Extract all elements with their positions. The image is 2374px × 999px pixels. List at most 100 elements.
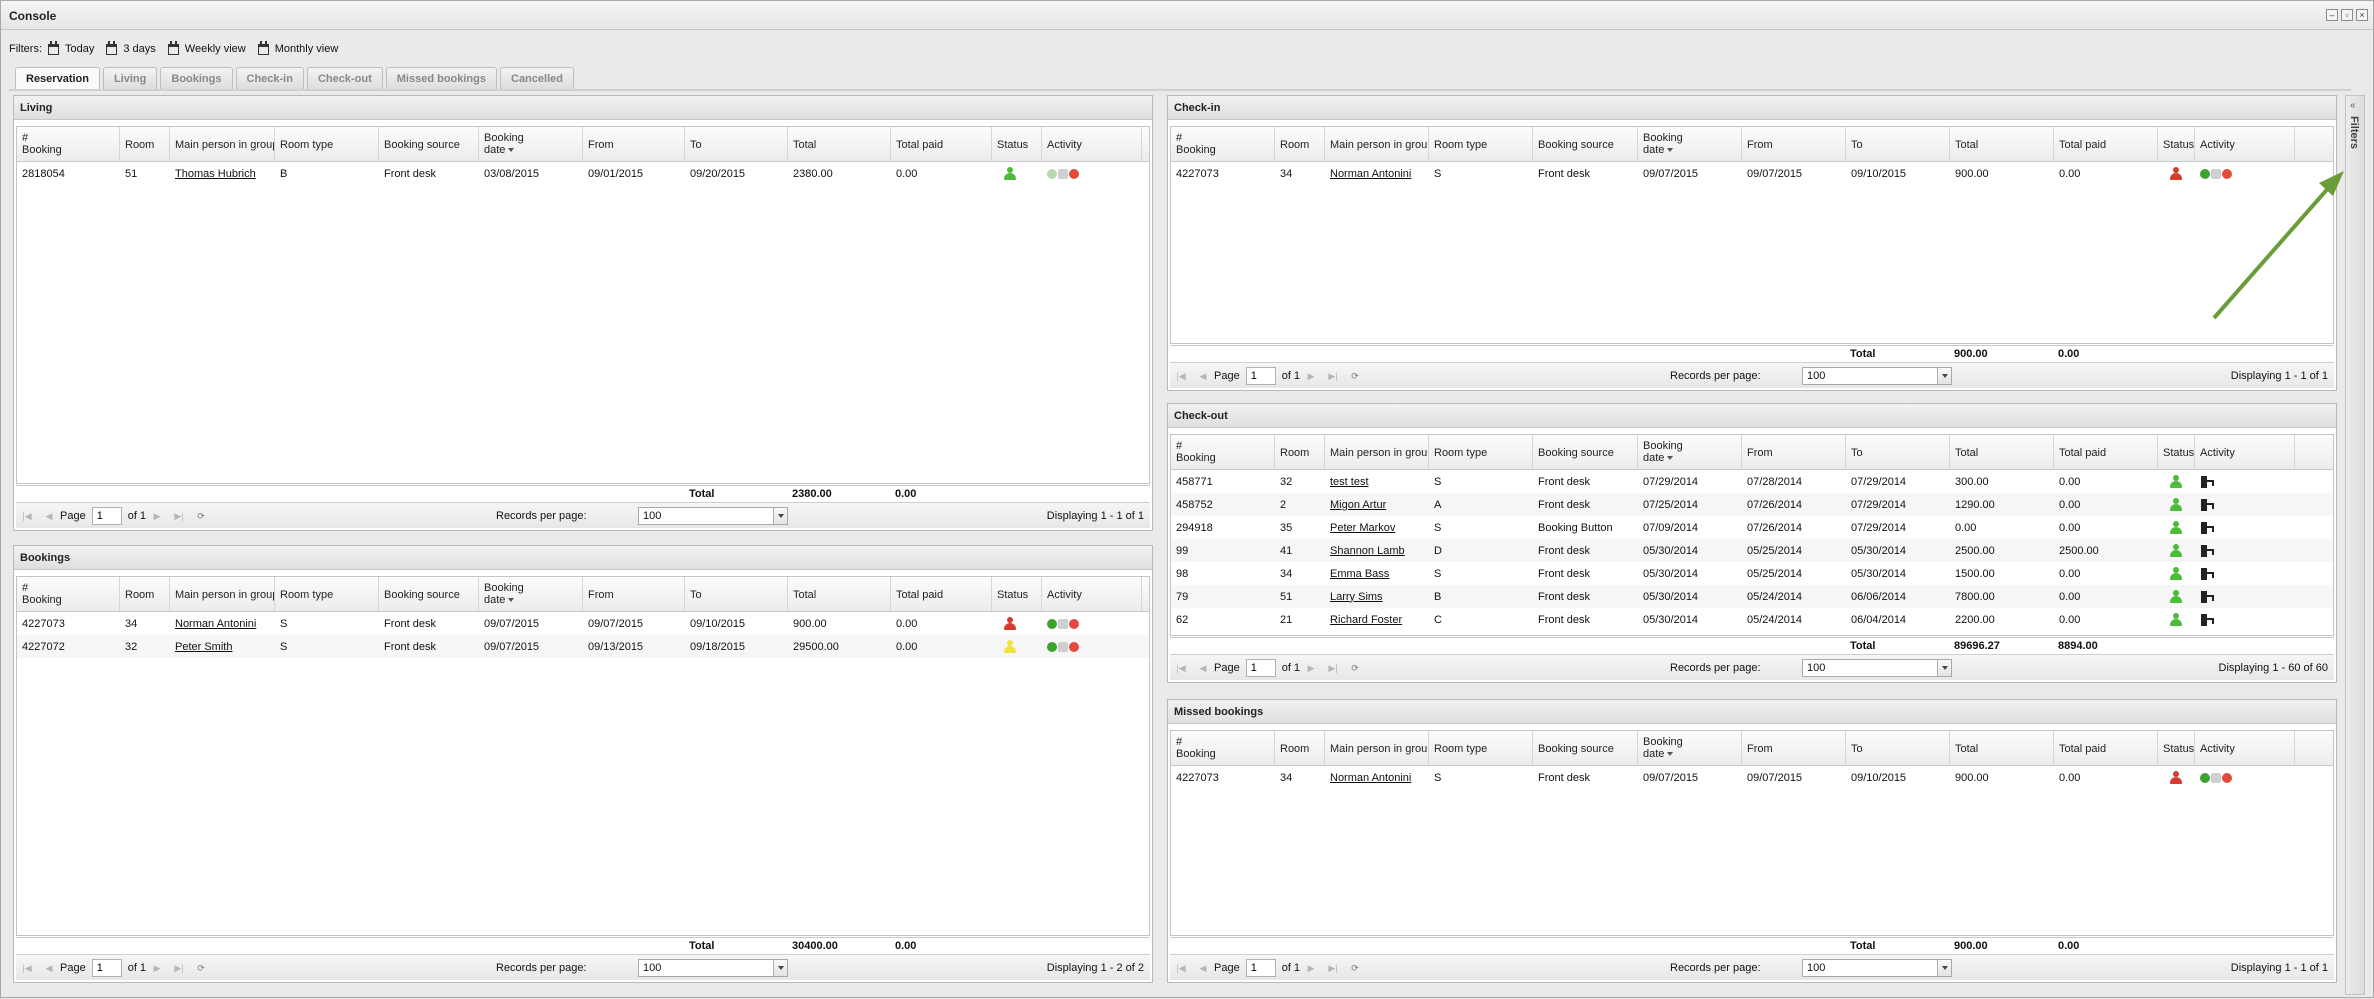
last-page-icon[interactable]: ▶|: [1328, 370, 1338, 381]
next-page-icon[interactable]: ▶: [1307, 962, 1315, 973]
last-page-icon[interactable]: ▶|: [174, 962, 184, 973]
column-header-activity[interactable]: Activity: [2195, 435, 2295, 469]
document-icon[interactable]: [2211, 168, 2221, 179]
column-header-paid[interactable]: Total paid: [891, 577, 992, 611]
column-header-activity[interactable]: Activity: [1042, 577, 1142, 611]
chevron-down-icon[interactable]: [1937, 659, 1951, 676]
column-header-room[interactable]: Room: [1275, 435, 1325, 469]
column-header-activity[interactable]: Activity: [2195, 127, 2295, 161]
prev-page-icon[interactable]: ◀: [45, 510, 53, 521]
check-out-door-icon[interactable]: [2200, 613, 2214, 626]
first-page-icon[interactable]: |◀: [22, 510, 32, 521]
last-page-icon[interactable]: ▶|: [1328, 662, 1338, 673]
column-header-total[interactable]: Total: [1950, 731, 2054, 765]
prev-page-icon[interactable]: ◀: [1199, 662, 1207, 673]
column-header-from[interactable]: From: [583, 127, 685, 161]
guest-link[interactable]: Peter Markov: [1330, 521, 1396, 534]
column-header-type[interactable]: Room type: [275, 127, 379, 161]
column-header-to[interactable]: To: [1846, 731, 1950, 765]
tab-check-out[interactable]: Check-out: [306, 67, 383, 89]
column-header-source[interactable]: Booking source: [1533, 435, 1638, 469]
tab-reservation[interactable]: Reservation: [15, 67, 100, 89]
table-row[interactable]: 4227072 32 Peter Smith S Front desk 09/07/201…: [17, 635, 1149, 658]
column-header-person[interactable]: Main person in group: [1325, 731, 1429, 765]
column-header-source[interactable]: Booking source: [1533, 731, 1638, 765]
confirm-icon[interactable]: [1047, 168, 1057, 179]
filter-3-days[interactable]: 3 days: [106, 40, 156, 55]
column-header-bdate[interactable]: Booking date: [1638, 435, 1742, 469]
column-header-bdate[interactable]: Booking date: [479, 127, 583, 161]
column-header-to[interactable]: To: [685, 577, 788, 611]
collapse-icon[interactable]: «: [2350, 100, 2356, 111]
last-page-icon[interactable]: ▶|: [174, 510, 184, 521]
table-row[interactable]: 458752 2 Migon Artur A Front desk 07/25/2014 0…: [1171, 493, 2333, 516]
column-header-room[interactable]: Room: [1275, 731, 1325, 765]
column-header-status[interactable]: Status: [2158, 127, 2195, 161]
records-per-page-select[interactable]: 100: [1802, 658, 1952, 677]
chevron-down-icon[interactable]: [1937, 959, 1951, 976]
tab-cancelled[interactable]: Cancelled: [500, 67, 574, 89]
records-per-page-select[interactable]: 100: [1802, 958, 1952, 977]
restore-icon[interactable]: ▫: [2341, 9, 2353, 21]
column-header-room[interactable]: Room: [120, 577, 170, 611]
table-row[interactable]: 294918 35 Peter Markov S Booking Button 07/09…: [1171, 516, 2333, 539]
guest-link[interactable]: Norman Antonini: [175, 617, 257, 630]
check-out-door-icon[interactable]: [2200, 567, 2214, 580]
tab-living[interactable]: Living: [102, 67, 158, 89]
column-header-from[interactable]: From: [1742, 127, 1846, 161]
column-header-bdate[interactable]: Booking date: [1638, 127, 1742, 161]
close-icon[interactable]: ×: [2356, 9, 2368, 21]
column-header-type[interactable]: Room type: [1429, 127, 1533, 161]
column-header-total[interactable]: Total: [1950, 127, 2054, 161]
table-row[interactable]: 62 21 Richard Foster C Front desk 05/30/2014 0…: [1171, 608, 2333, 631]
check-out-door-icon[interactable]: [2200, 590, 2214, 603]
column-header-booking[interactable]: # Booking: [1171, 731, 1275, 765]
next-page-icon[interactable]: ▶: [153, 510, 161, 521]
confirm-icon[interactable]: [2200, 168, 2210, 179]
column-header-from[interactable]: From: [583, 577, 685, 611]
cancel-icon[interactable]: [2222, 772, 2232, 783]
table-row[interactable]: 4227073 34 Norman Antonini S Front desk 09/07…: [1171, 766, 2333, 789]
guest-link[interactable]: Richard Foster: [1330, 613, 1403, 626]
records-per-page-select[interactable]: 100: [638, 958, 788, 977]
column-header-status[interactable]: Status: [2158, 435, 2195, 469]
column-header-booking[interactable]: # Booking: [17, 577, 120, 611]
chevron-down-icon[interactable]: [1937, 367, 1951, 384]
filter-weekly-view[interactable]: Weekly view: [167, 40, 246, 55]
page-input[interactable]: [1245, 658, 1276, 677]
last-page-icon[interactable]: ▶|: [1328, 962, 1338, 973]
chevron-down-icon[interactable]: [773, 959, 787, 976]
column-header-paid[interactable]: Total paid: [2054, 127, 2158, 161]
refresh-icon[interactable]: ⟳: [1351, 662, 1359, 673]
guest-link[interactable]: Larry Sims: [1330, 590, 1383, 603]
first-page-icon[interactable]: |◀: [1176, 962, 1186, 973]
check-out-door-icon[interactable]: [2200, 544, 2214, 557]
tab-bookings[interactable]: Bookings: [160, 67, 233, 89]
first-page-icon[interactable]: |◀: [22, 962, 32, 973]
table-row[interactable]: 98 34 Emma Bass S Front desk 05/30/2014 05/25/…: [1171, 562, 2333, 585]
column-header-to[interactable]: To: [1846, 127, 1950, 161]
column-header-type[interactable]: Room type: [1429, 435, 1533, 469]
column-header-status[interactable]: Status: [992, 577, 1042, 611]
page-input[interactable]: [1245, 366, 1276, 385]
column-header-total[interactable]: Total: [1950, 435, 2054, 469]
column-header-bdate[interactable]: Booking date: [1638, 731, 1742, 765]
tab-missed-bookings[interactable]: Missed bookings: [385, 67, 497, 89]
table-row[interactable]: 4227073 34 Norman Antonini S Front desk 09/07…: [17, 612, 1149, 635]
column-header-paid[interactable]: Total paid: [2054, 435, 2158, 469]
cancel-icon[interactable]: [1069, 168, 1079, 179]
column-header-paid[interactable]: Total paid: [891, 127, 992, 161]
column-header-total[interactable]: Total: [788, 577, 891, 611]
column-header-status[interactable]: Status: [992, 127, 1042, 161]
prev-page-icon[interactable]: ◀: [1199, 962, 1207, 973]
table-row[interactable]: 99 41 Shannon Lamb D Front desk 05/30/2014 05/…: [1171, 539, 2333, 562]
check-out-door-icon[interactable]: [2200, 521, 2214, 534]
document-icon[interactable]: [2211, 772, 2221, 783]
confirm-icon[interactable]: [1047, 641, 1057, 652]
page-input[interactable]: [91, 958, 122, 977]
refresh-icon[interactable]: ⟳: [197, 510, 205, 521]
next-page-icon[interactable]: ▶: [153, 962, 161, 973]
guest-link[interactable]: Emma Bass: [1330, 567, 1390, 580]
guest-link[interactable]: test test: [1330, 475, 1369, 488]
table-row[interactable]: 4227073 34 Norman Antonini S Front desk 09/07…: [1171, 162, 2333, 185]
